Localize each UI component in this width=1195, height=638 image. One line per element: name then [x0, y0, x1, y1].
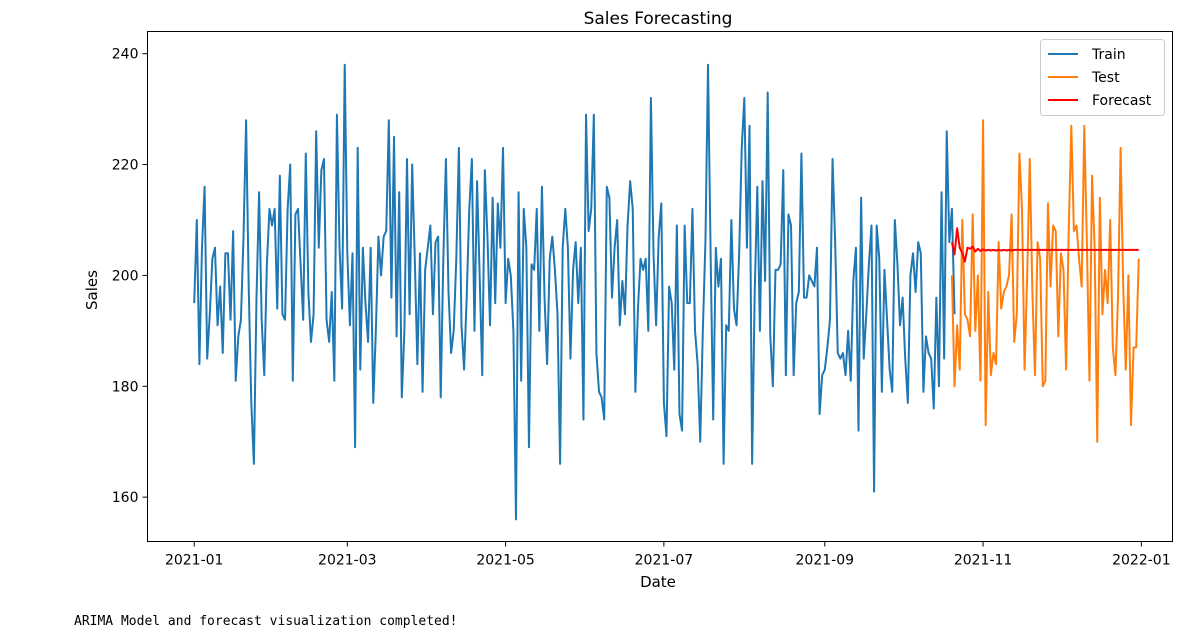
series-line-test	[950, 119, 1140, 443]
x-axis-label: Date	[640, 573, 676, 591]
x-tick-label: 2021-01	[165, 553, 224, 569]
plot-area-frame	[147, 31, 1173, 542]
legend: Train Test Forecast	[1040, 39, 1165, 116]
x-tick-label: 2021-05	[476, 553, 535, 569]
sales-forecast-chart: Sales Forecasting 2021-01 2021-03 2021-05 2…	[83, 9, 1173, 591]
chart-title: Sales Forecasting	[584, 9, 733, 29]
y-axis-label: Sales	[83, 270, 101, 310]
x-tick-label: 2021-03	[318, 553, 377, 569]
x-axis-ticks: 2021-01 2021-03 2021-05 2021-07 2021-09 2021-…	[165, 541, 1171, 569]
x-tick-label: 2021-09	[796, 553, 855, 569]
legend-label-test: Test	[1091, 70, 1120, 86]
x-tick-label: 2021-11	[954, 553, 1013, 569]
y-tick-label: 200	[112, 268, 139, 284]
y-tick-label: 220	[112, 158, 139, 174]
legend-box	[1040, 39, 1165, 116]
y-tick-label: 160	[112, 490, 139, 506]
output-message: ARIMA Model and forecast visualization c…	[74, 614, 458, 629]
x-tick-label: 2021-07	[635, 553, 694, 569]
plot-lines	[193, 63, 1140, 521]
legend-label-train: Train	[1091, 47, 1126, 63]
series-line-train	[193, 63, 956, 521]
x-tick-label: 2022-01	[1112, 553, 1171, 569]
y-tick-label: 240	[112, 47, 139, 63]
legend-label-forecast: Forecast	[1092, 93, 1152, 109]
series-line-forecast	[950, 227, 1139, 263]
y-axis-ticks: 160 180 200 220 240	[112, 47, 148, 506]
y-tick-label: 180	[112, 379, 139, 395]
